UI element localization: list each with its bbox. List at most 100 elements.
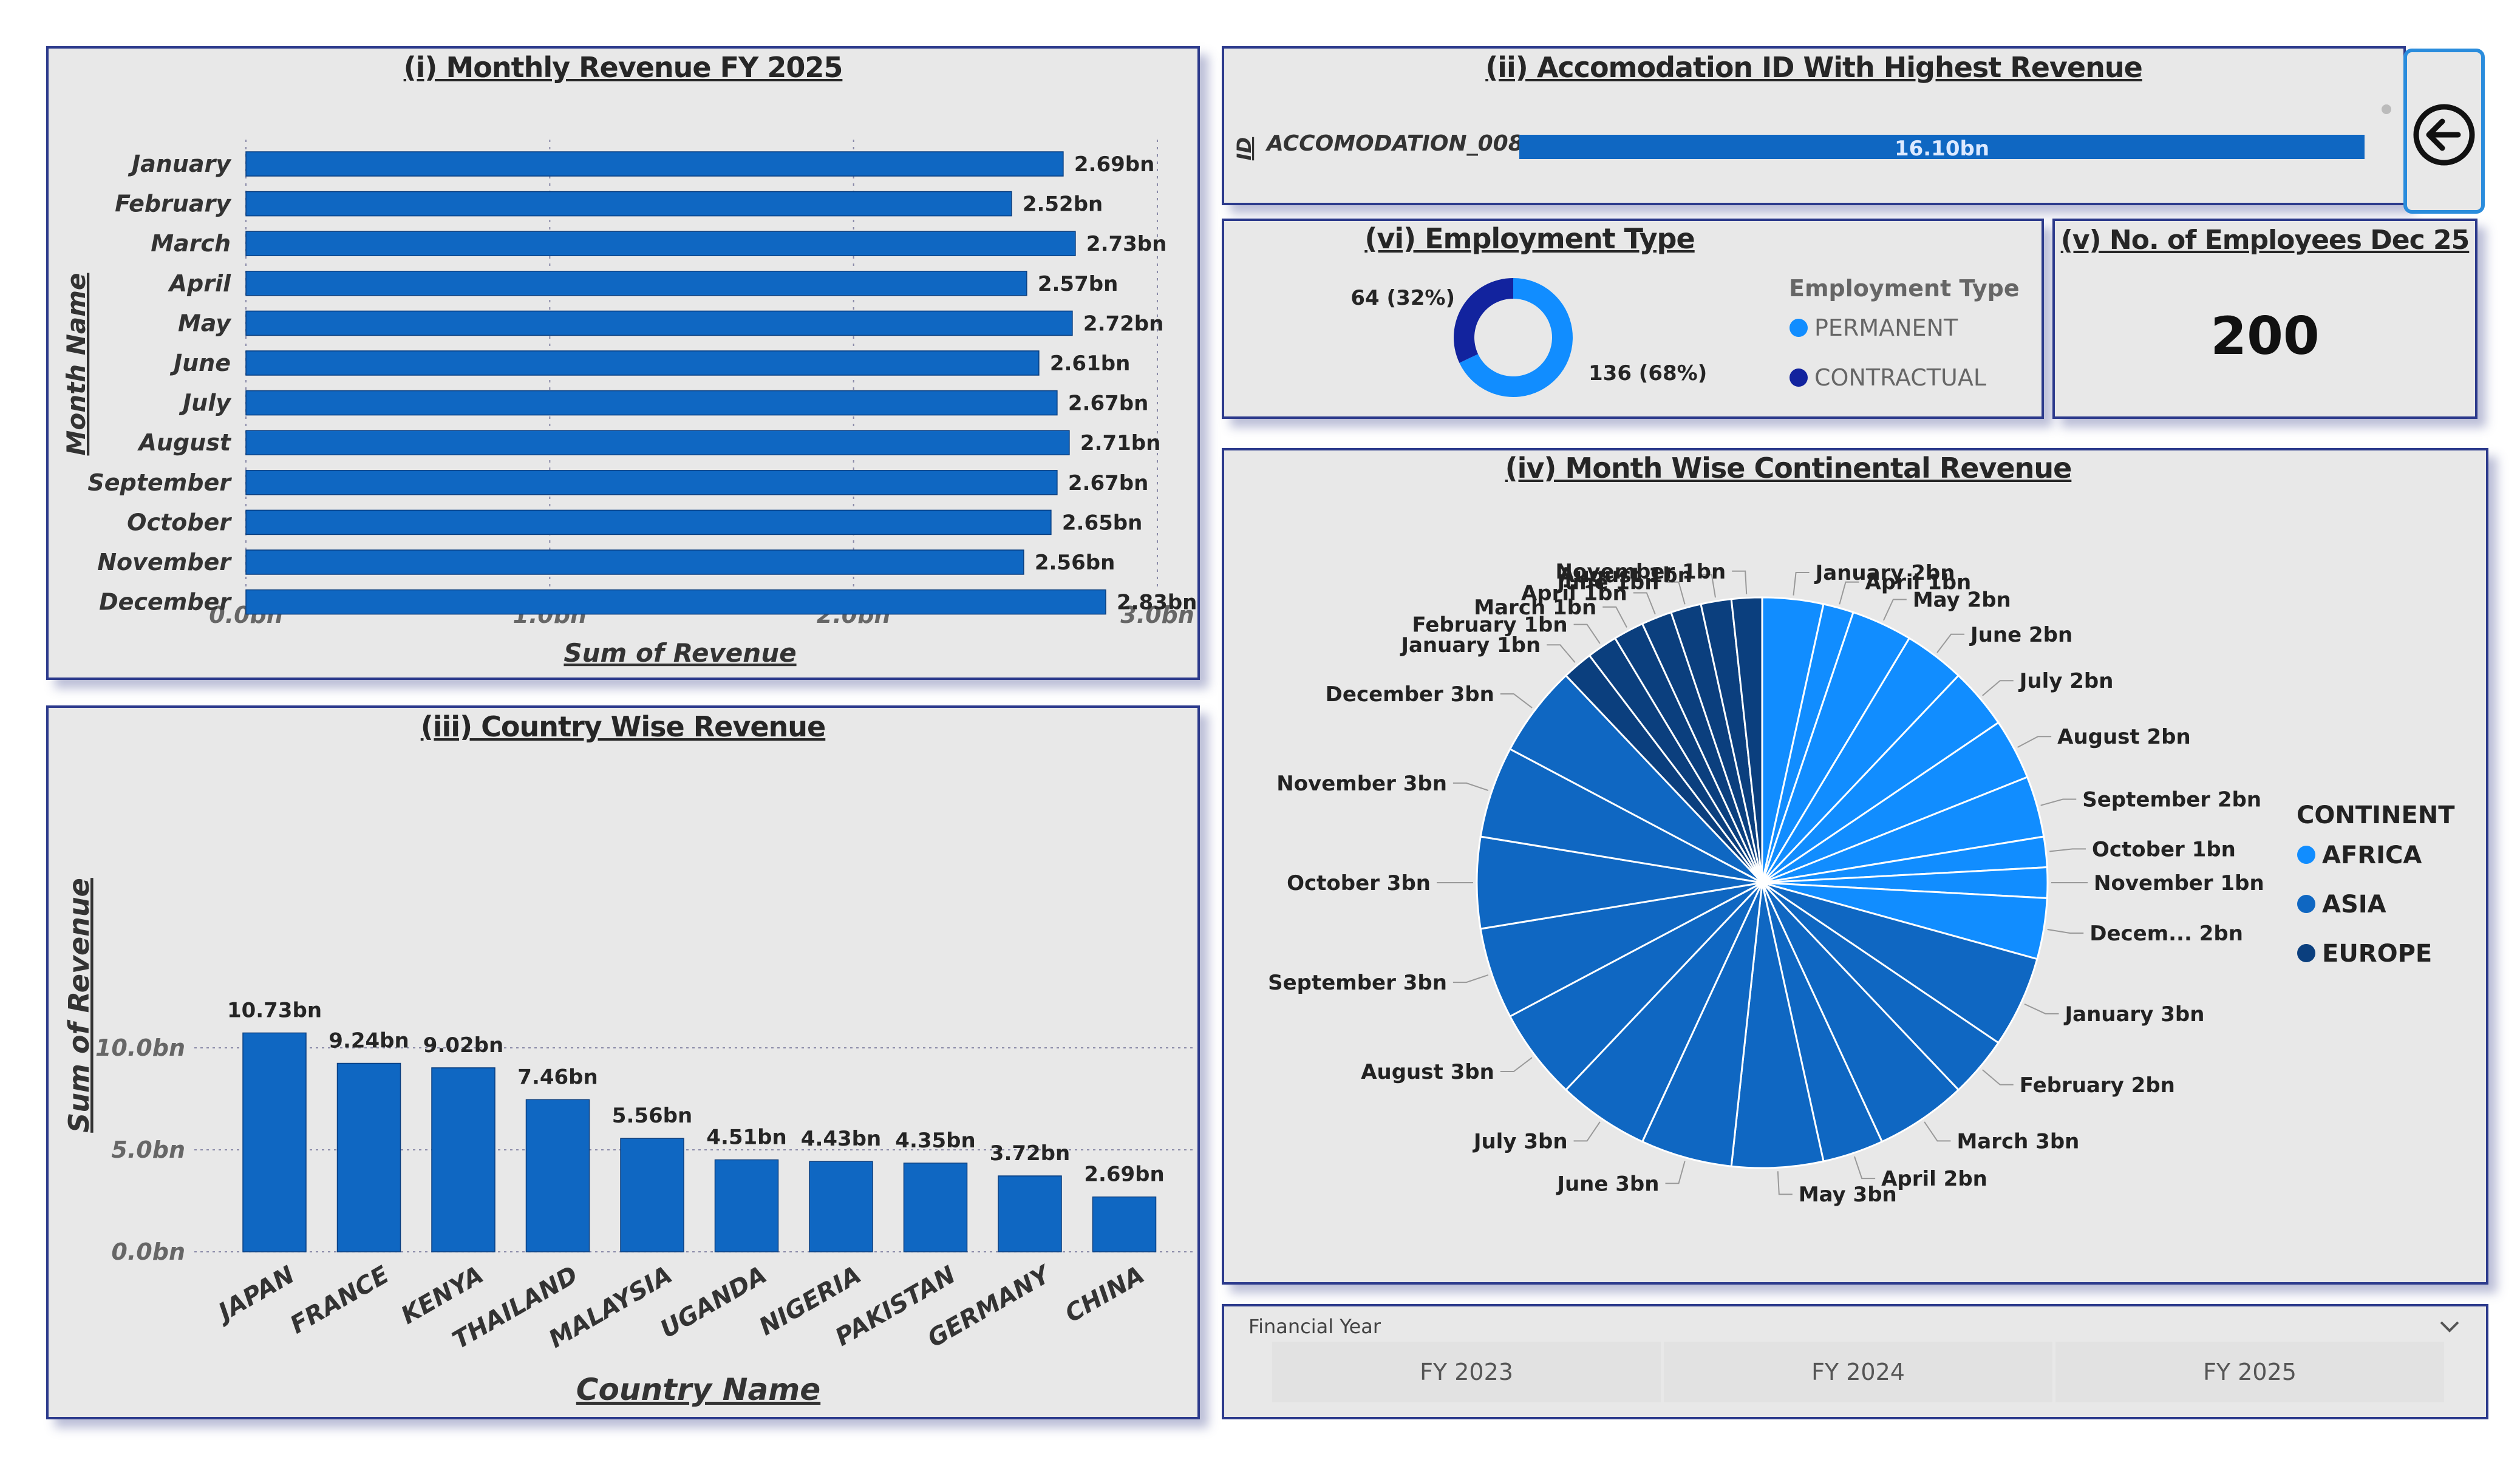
- country-bar: [714, 1159, 779, 1252]
- country-bar: [620, 1138, 684, 1252]
- employment-type-title: (vi) Employment Type: [1364, 222, 1695, 255]
- monthly-x-axis-title: Sum of Revenue: [564, 638, 796, 668]
- country-value-label: 9.02bn: [423, 1033, 503, 1058]
- pie-slice-label: April 2bn: [1881, 1167, 1987, 1191]
- pie-slice-label: August 3bn: [1361, 1060, 1494, 1084]
- pie-leader-line: [1452, 974, 1489, 983]
- employment-type-panel: (vi) Employment Type 136 (68%) 64 (32%) Em…: [1222, 219, 2044, 419]
- pie-slice-label: September 2bn: [2082, 787, 2261, 812]
- back-button[interactable]: [2403, 49, 2485, 214]
- monthly-category-label: October: [127, 509, 232, 535]
- country-value-label: 2.69bn: [1084, 1163, 1164, 1187]
- country-value-label: 4.35bn: [895, 1129, 975, 1153]
- country-revenue-title: (iii) Country Wise Revenue: [420, 710, 826, 743]
- monthly-category-label: February: [115, 191, 232, 217]
- pie-slice: [1508, 881, 1763, 1092]
- pie-leader-line: [1793, 572, 1810, 596]
- pie-leader-line: [1500, 1057, 1533, 1073]
- fy-2025-button[interactable]: FY 2025: [2055, 1342, 2444, 1402]
- monthly-bar: [245, 470, 1058, 495]
- donut-legend-marker: [1790, 319, 1808, 337]
- pie-leader-line: [1602, 606, 1627, 628]
- country-value-label: 5.56bn: [612, 1104, 692, 1128]
- country-value-label: 7.46bn: [517, 1065, 598, 1089]
- country-category-label: UGANDA: [656, 1261, 772, 1344]
- pie-leader-line: [2017, 736, 2052, 748]
- pie-slice-label: January 1bn: [1400, 633, 1541, 657]
- accommodation-category: ACCOMODATION_008: [1265, 131, 1524, 156]
- monthly-value-label: 2.73bn: [1086, 232, 1166, 256]
- monthly-category-label: January: [128, 151, 232, 177]
- monthly-value-label: 2.69bn: [1074, 152, 1154, 177]
- employees-count: 200: [2210, 306, 2320, 367]
- country-bar: [1092, 1196, 1157, 1252]
- chevron-down-icon[interactable]: [2437, 1317, 2462, 1336]
- monthly-category-label: June: [169, 350, 231, 376]
- monthly-category-label: September: [87, 469, 232, 496]
- accommodation-panel: (ii) Accomodation ID With Highest Revenu…: [1222, 46, 2406, 205]
- monthly-category-label: April: [168, 270, 231, 297]
- country-category-label: CHINA: [1060, 1261, 1149, 1328]
- pie-legend-label: ASIA: [2322, 891, 2386, 919]
- pie-leader-line: [1839, 581, 1859, 605]
- pie-leader-line: [1924, 1121, 1951, 1142]
- pie-slice: [1564, 881, 1763, 1143]
- monthly-value-label: 2.67bn: [1068, 471, 1148, 495]
- pie-slice: [1479, 747, 1763, 884]
- pie-slice-label: May 3bn: [1799, 1183, 1897, 1207]
- country-y-axis-title: Sum of Revenue: [63, 878, 95, 1133]
- pie-leader-line: [1698, 574, 1716, 598]
- monthly-bar: [245, 310, 1073, 336]
- back-arrow-icon: [2413, 104, 2475, 166]
- monthly-bar: [245, 390, 1058, 416]
- pie-slice-label: July 3bn: [1473, 1129, 1568, 1153]
- monthly-value-label: 2.56bn: [1035, 551, 1115, 575]
- monthly-y-axis-title: Month Name: [61, 273, 91, 456]
- donut-legend-label: CONTRACTUAL: [1814, 364, 1986, 391]
- monthly-bar: [245, 231, 1076, 256]
- country-bar: [242, 1032, 307, 1252]
- pie-leader-line: [1665, 581, 1686, 605]
- continental-revenue-title: (iv) Month Wise Continental Revenue: [1505, 452, 2072, 484]
- country-bar: [525, 1099, 590, 1252]
- country-y-tick-label: 5.0bn: [111, 1136, 185, 1163]
- country-y-tick-label: 10.0bn: [95, 1034, 185, 1061]
- fy-2024-button[interactable]: FY 2024: [1664, 1342, 2052, 1402]
- pie-slice: [1761, 881, 1960, 1143]
- donut-value-label: 64 (32%): [1350, 286, 1455, 310]
- donut-value-label: 136 (68%): [1589, 361, 1707, 385]
- pie-slice: [1508, 674, 1763, 884]
- monthly-category-label: July: [179, 390, 232, 416]
- pie-slice-label: June 2bn: [1969, 623, 2072, 647]
- pie-leader-line: [2049, 848, 2086, 852]
- pie-leader-line: [1573, 623, 1601, 644]
- pie-slice-label: May 2bn: [1913, 588, 2011, 613]
- slicer-title: Financial Year: [1248, 1315, 1381, 1338]
- monthly-bar: [245, 430, 1070, 455]
- accommodation-title: (ii) Accomodation ID With Highest Revenu…: [1485, 51, 2143, 84]
- pie-slice-label: August 1bn: [1559, 563, 1692, 588]
- fy-2023-button[interactable]: FY 2023: [1272, 1342, 1661, 1402]
- country-y-tick-label: 0.0bn: [111, 1238, 185, 1265]
- monthly-value-label: 2.65bn: [1062, 511, 1142, 535]
- monthly-value-label: 2.71bn: [1080, 431, 1160, 455]
- donut-legend-label: PERMANENT: [1814, 314, 1958, 341]
- monthly-category-label: December: [99, 589, 232, 616]
- monthly-bar: [245, 191, 1012, 217]
- monthly-bar: [245, 509, 1052, 535]
- pie-leader-line: [1982, 680, 2014, 696]
- accommodation-value-label: 16.10bn: [1895, 137, 1989, 161]
- monthly-bar: [245, 549, 1024, 575]
- employees-panel: (v) No. of Employees Dec 25 200: [2052, 219, 2477, 419]
- pie-slice-label: June 3bn: [1556, 1172, 1659, 1196]
- monthly-bar: [245, 151, 1064, 177]
- country-revenue-panel: (iii) Country Wise Revenue Sum of Revenu…: [46, 705, 1200, 1419]
- monthly-value-label: 2.57bn: [1038, 272, 1118, 296]
- pie-leader-line: [1882, 599, 1907, 621]
- country-value-label: 4.51bn: [706, 1125, 786, 1149]
- monthly-x-tick-label: 3.0bn: [1120, 602, 1194, 628]
- pie-leader-line: [1547, 644, 1576, 663]
- pie-slice-label: October 1bn: [2092, 837, 2236, 861]
- pie-leader-line: [1665, 1161, 1686, 1184]
